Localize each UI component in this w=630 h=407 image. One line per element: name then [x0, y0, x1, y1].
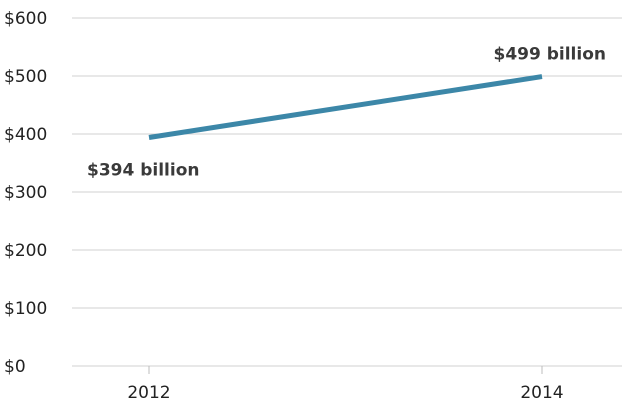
y-tick-label: $100 — [4, 299, 47, 319]
x-tick-label: 2012 — [127, 383, 170, 403]
y-tick-label: $0 — [4, 357, 26, 377]
series-layer — [148, 74, 543, 140]
data-label: $499 billion — [494, 45, 607, 65]
y-tick-label: $600 — [4, 9, 47, 29]
series-line — [148, 74, 543, 140]
y-tick-label: $200 — [4, 241, 47, 261]
data-label: $394 billion — [87, 160, 200, 180]
x-tick-label: 2014 — [520, 383, 563, 403]
y-tick-label: $500 — [4, 67, 47, 87]
y-tick-label: $400 — [4, 125, 47, 145]
y-axis-tick-labels: $0 $100 $200 $300 $400 $500 $600 — [4, 9, 47, 377]
grid-layer — [72, 17, 622, 367]
x-axis: 2012 2014 — [127, 366, 564, 403]
y-tick-label: $300 — [4, 183, 47, 203]
data-labels: $394 billion $499 billion — [87, 45, 606, 181]
